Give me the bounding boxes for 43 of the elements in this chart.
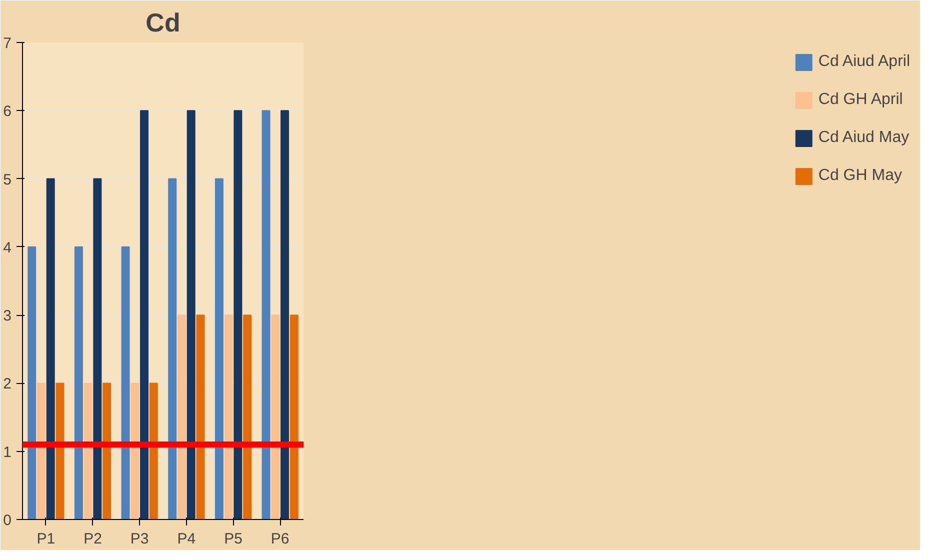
bar — [196, 314, 205, 520]
bar — [186, 110, 196, 520]
bar — [290, 314, 298, 520]
bar — [46, 178, 55, 520]
y-tick-label: 0 — [3, 512, 12, 529]
x-tick-label: P5 — [224, 530, 242, 548]
y-tick-label: 4 — [3, 239, 12, 256]
bar — [121, 246, 130, 520]
x-tick-label: P6 — [270, 530, 290, 548]
bar — [280, 110, 290, 520]
bar — [224, 314, 233, 520]
bar — [149, 382, 158, 520]
x-tick-label: P2 — [84, 530, 102, 548]
x-tick-label: P3 — [130, 530, 149, 548]
bar — [214, 178, 224, 520]
legend-label: Cd GH May — [818, 167, 902, 185]
bar — [130, 382, 140, 520]
bar — [74, 246, 83, 520]
bar — [234, 110, 242, 520]
bar — [102, 382, 112, 520]
bar — [28, 246, 36, 520]
bar — [168, 178, 177, 520]
bar — [93, 178, 102, 520]
bar — [243, 314, 252, 520]
bar — [262, 110, 270, 520]
y-tick-label: 1 — [3, 444, 12, 461]
bar — [271, 314, 280, 520]
y-tick-label: 5 — [3, 171, 12, 188]
y-tick-label: 7 — [3, 35, 12, 52]
chart-title: Cd — [146, 8, 180, 38]
bar — [84, 382, 92, 520]
y-tick-label: 6 — [3, 103, 12, 120]
x-tick-label: P4 — [177, 530, 196, 548]
y-tick-label: 3 — [3, 308, 12, 325]
legend-label: Cd Aiud May — [818, 129, 910, 147]
x-tick-label: P1 — [36, 530, 56, 548]
y-tick-label: 2 — [3, 376, 12, 393]
bar — [177, 314, 186, 520]
legend-label: Cd Aiud April — [818, 53, 910, 71]
bar — [140, 110, 149, 520]
legend-label: Cd GH April — [818, 91, 903, 109]
bar — [36, 382, 46, 520]
bar — [56, 382, 64, 520]
